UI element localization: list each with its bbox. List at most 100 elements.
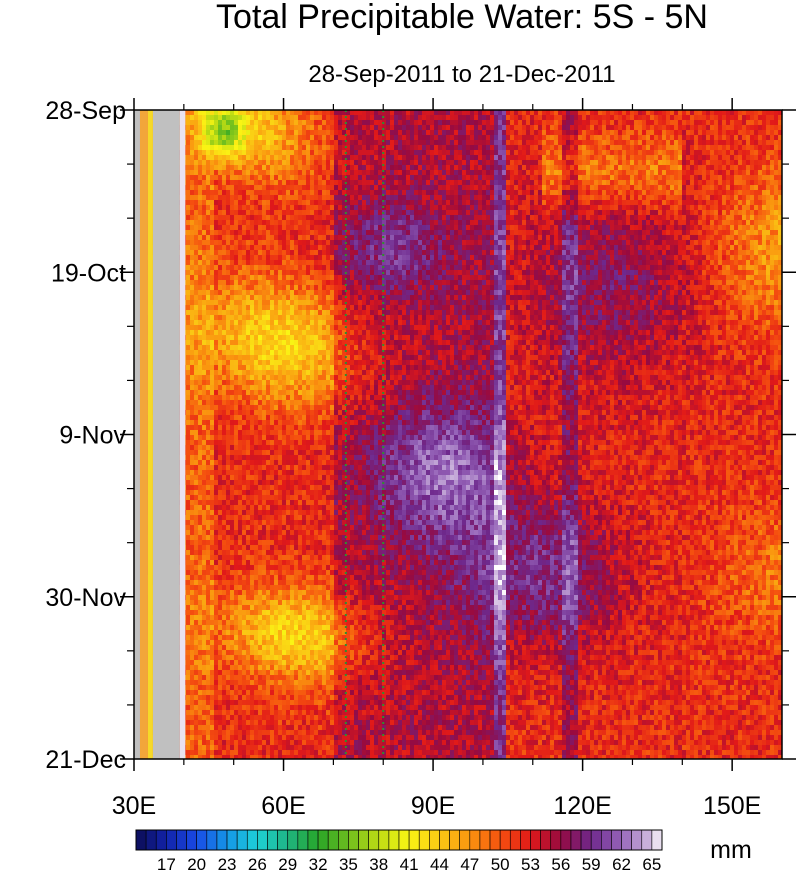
heatmap-cell [690, 130, 695, 136]
heatmap-cell [502, 155, 507, 161]
heatmap-cell [602, 205, 607, 211]
heatmap-cell [630, 195, 635, 201]
heatmap-cell [586, 225, 591, 231]
heatmap-cell [390, 255, 395, 261]
heatmap-cell [294, 155, 299, 161]
heatmap-cell [274, 220, 279, 226]
heatmap-cell [194, 140, 199, 146]
heatmap-cell [678, 160, 683, 166]
heatmap-cell [542, 240, 547, 246]
heatmap-cell [290, 145, 295, 151]
heatmap-cell [474, 160, 479, 166]
heatmap-cell [698, 140, 703, 146]
heatmap-cell [558, 110, 563, 116]
heatmap-cell [550, 175, 555, 181]
heatmap-cell [690, 170, 695, 176]
heatmap-cell [674, 255, 679, 261]
heatmap-cell [542, 140, 547, 146]
heatmap-cell [470, 110, 475, 116]
heatmap-cell [446, 175, 451, 181]
heatmap-cell [218, 125, 223, 131]
heatmap-cell [346, 170, 351, 176]
heatmap-cell [490, 140, 495, 146]
heatmap-cell [682, 160, 687, 166]
heatmap-cell [582, 200, 587, 206]
heatmap-cell [698, 115, 703, 121]
heatmap-cell [478, 140, 483, 146]
heatmap-cell [322, 215, 327, 221]
heatmap-cell [374, 210, 379, 216]
heatmap-cell [610, 185, 615, 191]
heatmap-cell [714, 210, 719, 216]
heatmap-cell [718, 250, 723, 256]
heatmap-cell [206, 210, 211, 216]
heatmap-cell [362, 160, 367, 166]
heatmap-cell [190, 210, 195, 216]
heatmap-cell [346, 230, 351, 236]
heatmap-cell [770, 195, 775, 201]
heatmap-cell [730, 140, 735, 146]
heatmap-cell [734, 250, 739, 256]
heatmap-cell [542, 250, 547, 256]
heatmap-cell [458, 205, 463, 211]
heatmap-cell [462, 240, 467, 246]
heatmap-cell [626, 255, 631, 261]
heatmap-cell [598, 190, 603, 196]
heatmap-cell [410, 110, 415, 116]
heatmap-cell [206, 115, 211, 121]
heatmap-cell [598, 205, 603, 211]
heatmap-cell [230, 115, 235, 121]
heatmap-cell [666, 190, 671, 196]
heatmap-cell [750, 175, 755, 181]
heatmap-cell [738, 115, 743, 121]
heatmap-cell [238, 225, 243, 231]
heatmap-cell [486, 250, 491, 256]
heatmap-cell [734, 160, 739, 166]
heatmap-cell [470, 145, 475, 151]
heatmap-cell [346, 215, 351, 221]
heatmap-cell [250, 185, 255, 191]
heatmap-cell [646, 120, 651, 126]
heatmap-cell [434, 225, 439, 231]
heatmap-cell [746, 225, 751, 231]
heatmap-cell [506, 125, 511, 131]
heatmap-cell [202, 260, 207, 266]
heatmap-cell [722, 120, 727, 126]
heatmap-cell [606, 225, 611, 231]
heatmap-cell [654, 115, 659, 121]
heatmap-cell [686, 130, 691, 136]
heatmap-cell [526, 150, 531, 156]
heatmap-cell [478, 245, 483, 251]
heatmap-cell [714, 165, 719, 171]
heatmap-cell [378, 135, 383, 141]
heatmap-cell [546, 135, 551, 141]
heatmap-cell [282, 145, 287, 151]
heatmap-cell [426, 225, 431, 231]
heatmap-cell [238, 150, 243, 156]
heatmap-cell [194, 160, 199, 166]
heatmap-cell [306, 190, 311, 196]
heatmap-cell [598, 185, 603, 191]
heatmap-cell [758, 235, 763, 241]
heatmap-cell [770, 185, 775, 191]
heatmap-cell [678, 115, 683, 121]
heatmap-cell [302, 210, 307, 216]
heatmap-cell [618, 175, 623, 181]
heatmap-cell [374, 135, 379, 141]
heatmap-cell [246, 180, 251, 186]
heatmap-cell [254, 165, 259, 171]
heatmap-cell [698, 195, 703, 201]
heatmap-cell [374, 150, 379, 156]
heatmap-cell [354, 145, 359, 151]
heatmap-cell [638, 225, 643, 231]
heatmap-cell [638, 115, 643, 121]
heatmap-cell [358, 180, 363, 186]
heatmap-cell [578, 125, 583, 131]
heatmap-cell [250, 235, 255, 241]
heatmap-cell [650, 155, 655, 161]
heatmap-cell [282, 170, 287, 176]
heatmap-cell [706, 235, 711, 241]
heatmap-cell [754, 190, 759, 196]
heatmap-cell [198, 230, 203, 236]
heatmap-cell [494, 110, 499, 116]
